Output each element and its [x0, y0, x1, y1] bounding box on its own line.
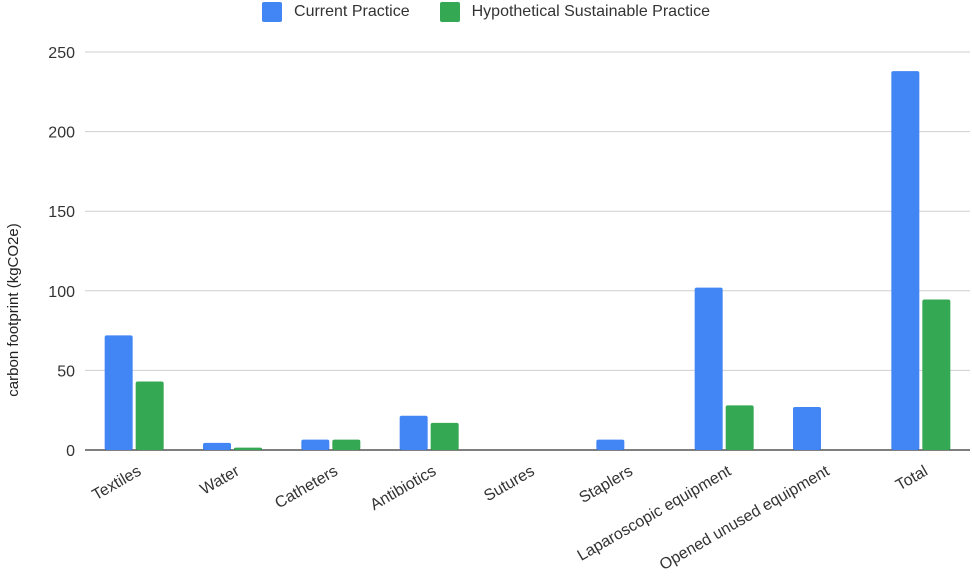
y-tick-label: 0 [66, 443, 75, 460]
y-axis-label: carbon footprint (kgCO2e) [5, 223, 22, 396]
x-tick-label: Total [893, 463, 931, 495]
legend-label-sustainable: Hypothetical Sustainable Practice [471, 3, 710, 20]
x-tick-label: Staplers [576, 463, 635, 507]
x-tick-label: Catheters [272, 463, 341, 512]
y-tick-label: 50 [57, 363, 75, 380]
bar-sustainable[interactable] [725, 405, 754, 450]
legend-item-current[interactable]: Current Practice [262, 2, 410, 22]
bar-sustainable[interactable] [234, 447, 262, 450]
x-tick-label: Sutures [481, 463, 537, 505]
bar-sustainable[interactable] [922, 299, 951, 450]
y-tick-label: 150 [48, 204, 75, 221]
chart-legend: Current Practice Hypothetical Sustainabl… [0, 2, 972, 22]
x-tick-label: Opened unused equipment [657, 462, 833, 574]
bar-current[interactable] [203, 442, 231, 450]
bar-current[interactable] [694, 287, 723, 450]
x-tick-label: Water [198, 462, 244, 498]
x-tick-label: Antibiotics [368, 463, 440, 514]
y-axis-ticks: 0 50 100 150 200 250 [48, 45, 75, 460]
bar-current[interactable] [104, 335, 133, 450]
x-tick-label: Laparoscopic equipment [575, 462, 735, 564]
bar-current[interactable] [596, 439, 625, 450]
x-tick-label: Textiles [89, 463, 144, 504]
bar-sustainable[interactable] [135, 381, 164, 450]
legend-label-current: Current Practice [294, 3, 410, 20]
bar-current[interactable] [793, 407, 821, 450]
gridlines [85, 51, 970, 451]
bar-current[interactable] [399, 415, 428, 450]
legend-item-sustainable[interactable]: Hypothetical Sustainable Practice [439, 2, 710, 22]
y-tick-label: 250 [48, 45, 75, 62]
y-tick-label: 200 [48, 125, 75, 142]
bar-sustainable[interactable] [430, 422, 459, 450]
legend-swatch-current [262, 2, 283, 22]
bar-current[interactable] [301, 439, 330, 450]
y-tick-label: 100 [48, 284, 75, 301]
legend-swatch-sustainable [439, 2, 460, 22]
bars [104, 71, 951, 450]
bar-current[interactable] [891, 71, 920, 450]
x-axis-ticks: Textiles Water Catheters Antibiotics Sutures… [89, 462, 930, 574]
bar-sustainable[interactable] [332, 439, 361, 450]
